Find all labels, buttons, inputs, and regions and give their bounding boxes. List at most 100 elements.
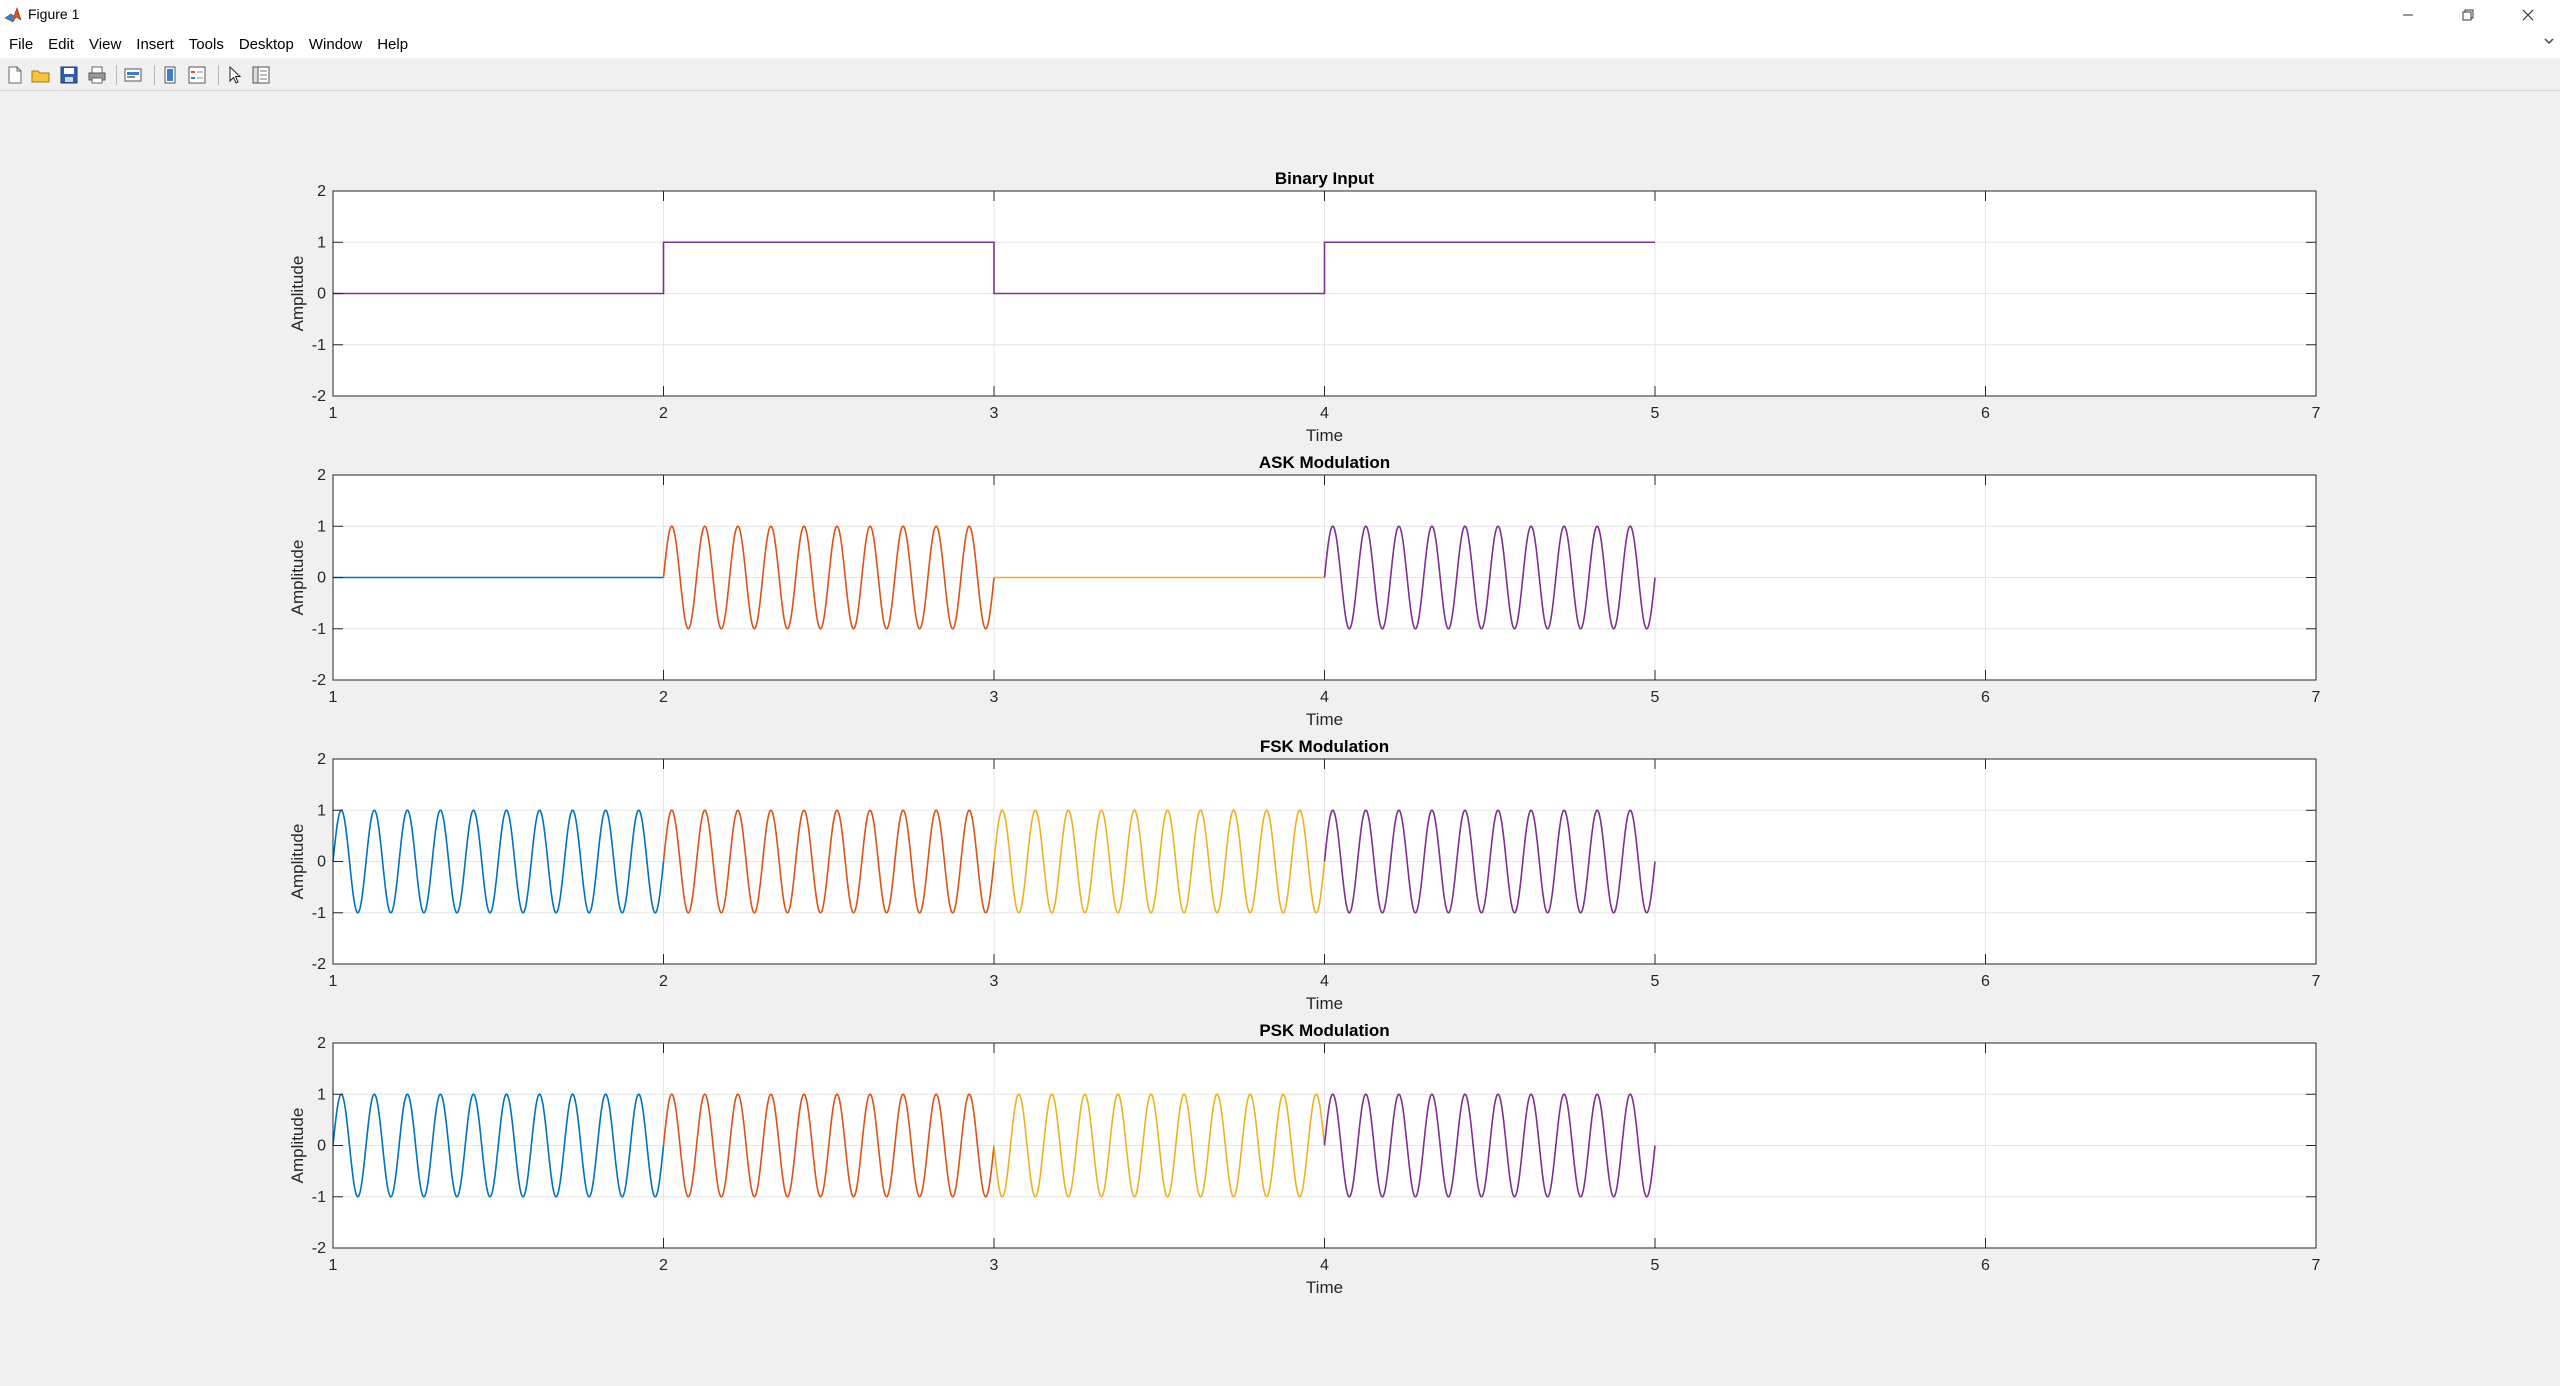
subplot-2-y-axis-label: Amplitude [288, 540, 307, 616]
subplot-4-series-1-line [332, 1093, 665, 1198]
toolbar-separator [154, 65, 155, 85]
subplot-3-y-tick-label: -1 [312, 905, 326, 922]
subplot-4-x-tick-label: 5 [1651, 1257, 1660, 1274]
subplot-3-x-tick-label: 1 [329, 973, 338, 990]
subplot-4-title: PSK Modulation [1259, 1021, 1389, 1040]
subplot-2-y-tick-label: 0 [317, 570, 326, 587]
toolbar-separator [116, 65, 117, 85]
subplot-2-y-tick-label: -1 [312, 621, 326, 638]
subplot-4-x-tick-label: 7 [2312, 1257, 2321, 1274]
toolbar-separator [218, 65, 219, 85]
menu-tools[interactable]: Tools [188, 35, 224, 53]
subplot-3-x-tick-label: 3 [990, 973, 999, 990]
subplot-4-y-tick-label: 0 [317, 1138, 326, 1155]
subplot-3-y-tick-label: 1 [317, 802, 326, 819]
subplot-3-y-tick-label: 0 [317, 854, 326, 871]
print-icon[interactable] [86, 64, 108, 86]
pointer-icon[interactable] [224, 64, 246, 86]
subplot-4-y-tick-label: 1 [317, 1086, 326, 1103]
minimize-icon [2403, 14, 2413, 16]
menu-file[interactable]: File [9, 35, 34, 53]
menu-window[interactable]: Window [308, 35, 363, 53]
subplot-2-x-axis-label: Time [1306, 710, 1343, 729]
colorbar-icon[interactable] [160, 64, 182, 86]
subplot-2-x-tick-label: 5 [1651, 689, 1660, 706]
restore-icon [2462, 9, 2474, 21]
subplot-3-x-tick-label: 4 [1320, 973, 1329, 990]
subplot-1-series-1-line [333, 241, 1655, 295]
subplot-4-x-tick-label: 6 [1981, 1257, 1990, 1274]
subplot-3-y-tick-label: 2 [317, 751, 326, 768]
matlab-icon [4, 7, 22, 23]
subplot-1-x-tick-label: 2 [659, 405, 668, 422]
subplot-1-y-axis-label: Amplitude [288, 256, 307, 332]
subplot-4-x-tick-label: 4 [1320, 1257, 1329, 1274]
menu-desktop[interactable]: Desktop [238, 35, 294, 53]
subplot-2-y-tick-label: 2 [317, 467, 326, 484]
subplot-2-x-tick-label: 3 [990, 689, 999, 706]
subplot-1-x-tick-label: 3 [990, 405, 999, 422]
menu-bar: File Edit View Insert Tools Desktop Wind… [0, 30, 2560, 58]
subplot-4-y-tick-label: -1 [312, 1189, 326, 1206]
subplot-2-x-tick-label: 2 [659, 689, 668, 706]
subplot-4-y-axis-label: Amplitude [288, 1108, 307, 1184]
subplot-4-x-tick-label: 2 [659, 1257, 668, 1274]
title-bar: Figure 1 [0, 0, 2560, 30]
menu-view[interactable]: View [89, 35, 122, 53]
save-icon[interactable] [58, 64, 80, 86]
subplot-3-title: FSK Modulation [1260, 737, 1389, 756]
subplot-3-x-tick-label: 7 [2312, 973, 2321, 990]
subplot-1-title: Binary Input [1275, 169, 1375, 188]
menu-help[interactable]: Help [377, 35, 409, 53]
subplot-2-series-2-line [662, 525, 995, 630]
menu-insert[interactable]: Insert [136, 35, 174, 53]
subplot-2-title: ASK Modulation [1259, 453, 1390, 472]
subplot-1-x-axis-label: Time [1306, 426, 1343, 445]
subplot-3-y-axis-label: Amplitude [288, 824, 307, 900]
subplot-1-x-tick-label: 1 [329, 405, 338, 422]
subplot-1-x-tick-label: 6 [1981, 405, 1990, 422]
subplot-2-x-tick-label: 7 [2312, 689, 2321, 706]
subplot-1-y-tick-label: 0 [317, 286, 326, 303]
subplot-1-x-tick-label: 4 [1320, 405, 1329, 422]
subplot-2-x-tick-label: 1 [329, 689, 338, 706]
subplot-4-series-4-line [1323, 1093, 1656, 1198]
close-button[interactable] [2500, 0, 2556, 30]
open-file-icon[interactable] [30, 64, 52, 86]
subplot-3-x-tick-label: 2 [659, 973, 668, 990]
dock-arrow-icon[interactable] [2544, 36, 2554, 46]
subplot-1-x-tick-label: 5 [1651, 405, 1660, 422]
subplot-4-series-2-line [662, 1093, 995, 1198]
legend-icon[interactable] [186, 64, 208, 86]
subplot-3-x-axis-label: Time [1306, 994, 1343, 1013]
new-figure-icon[interactable] [4, 64, 26, 86]
subplot-3-series-2-line [662, 809, 995, 914]
subplot-4-x-tick-label: 3 [990, 1257, 999, 1274]
subplot-3-series-3-line [993, 809, 1326, 914]
subplot-4-x-axis-label: Time [1306, 1278, 1343, 1297]
minimize-button[interactable] [2380, 0, 2436, 30]
subplot-1-y-tick-label: 1 [317, 234, 326, 251]
property-inspector-icon[interactable] [250, 64, 272, 86]
restore-button[interactable] [2440, 0, 2496, 30]
subplot-2-y-tick-label: -2 [312, 672, 326, 689]
subplot-1-x-tick-label: 7 [2312, 405, 2321, 422]
subplot-4-series-3-line [993, 1093, 1326, 1198]
export-icon[interactable] [122, 64, 144, 86]
subplot-3-y-tick-label: -2 [312, 956, 326, 973]
subplot-2-series-4-line [1323, 525, 1656, 630]
menu-edit[interactable]: Edit [48, 35, 75, 53]
subplot-4-y-tick-label: -2 [312, 1240, 326, 1257]
subplot-3-series-1-line [332, 809, 665, 914]
subplot-1-y-tick-label: -2 [312, 388, 326, 405]
subplot-1-y-tick-label: -1 [312, 337, 326, 354]
subplot-4-x-tick-label: 1 [329, 1257, 338, 1274]
subplot-1-y-tick-label: 2 [317, 183, 326, 200]
subplot-3-x-tick-label: 5 [1651, 973, 1660, 990]
window-title: Figure 1 [28, 6, 80, 22]
subplot-3-x-tick-label: 6 [1981, 973, 1990, 990]
subplot-4-y-tick-label: 2 [317, 1035, 326, 1052]
subplot-2-x-tick-label: 4 [1320, 689, 1329, 706]
subplot-3-series-4-line [1323, 809, 1656, 914]
